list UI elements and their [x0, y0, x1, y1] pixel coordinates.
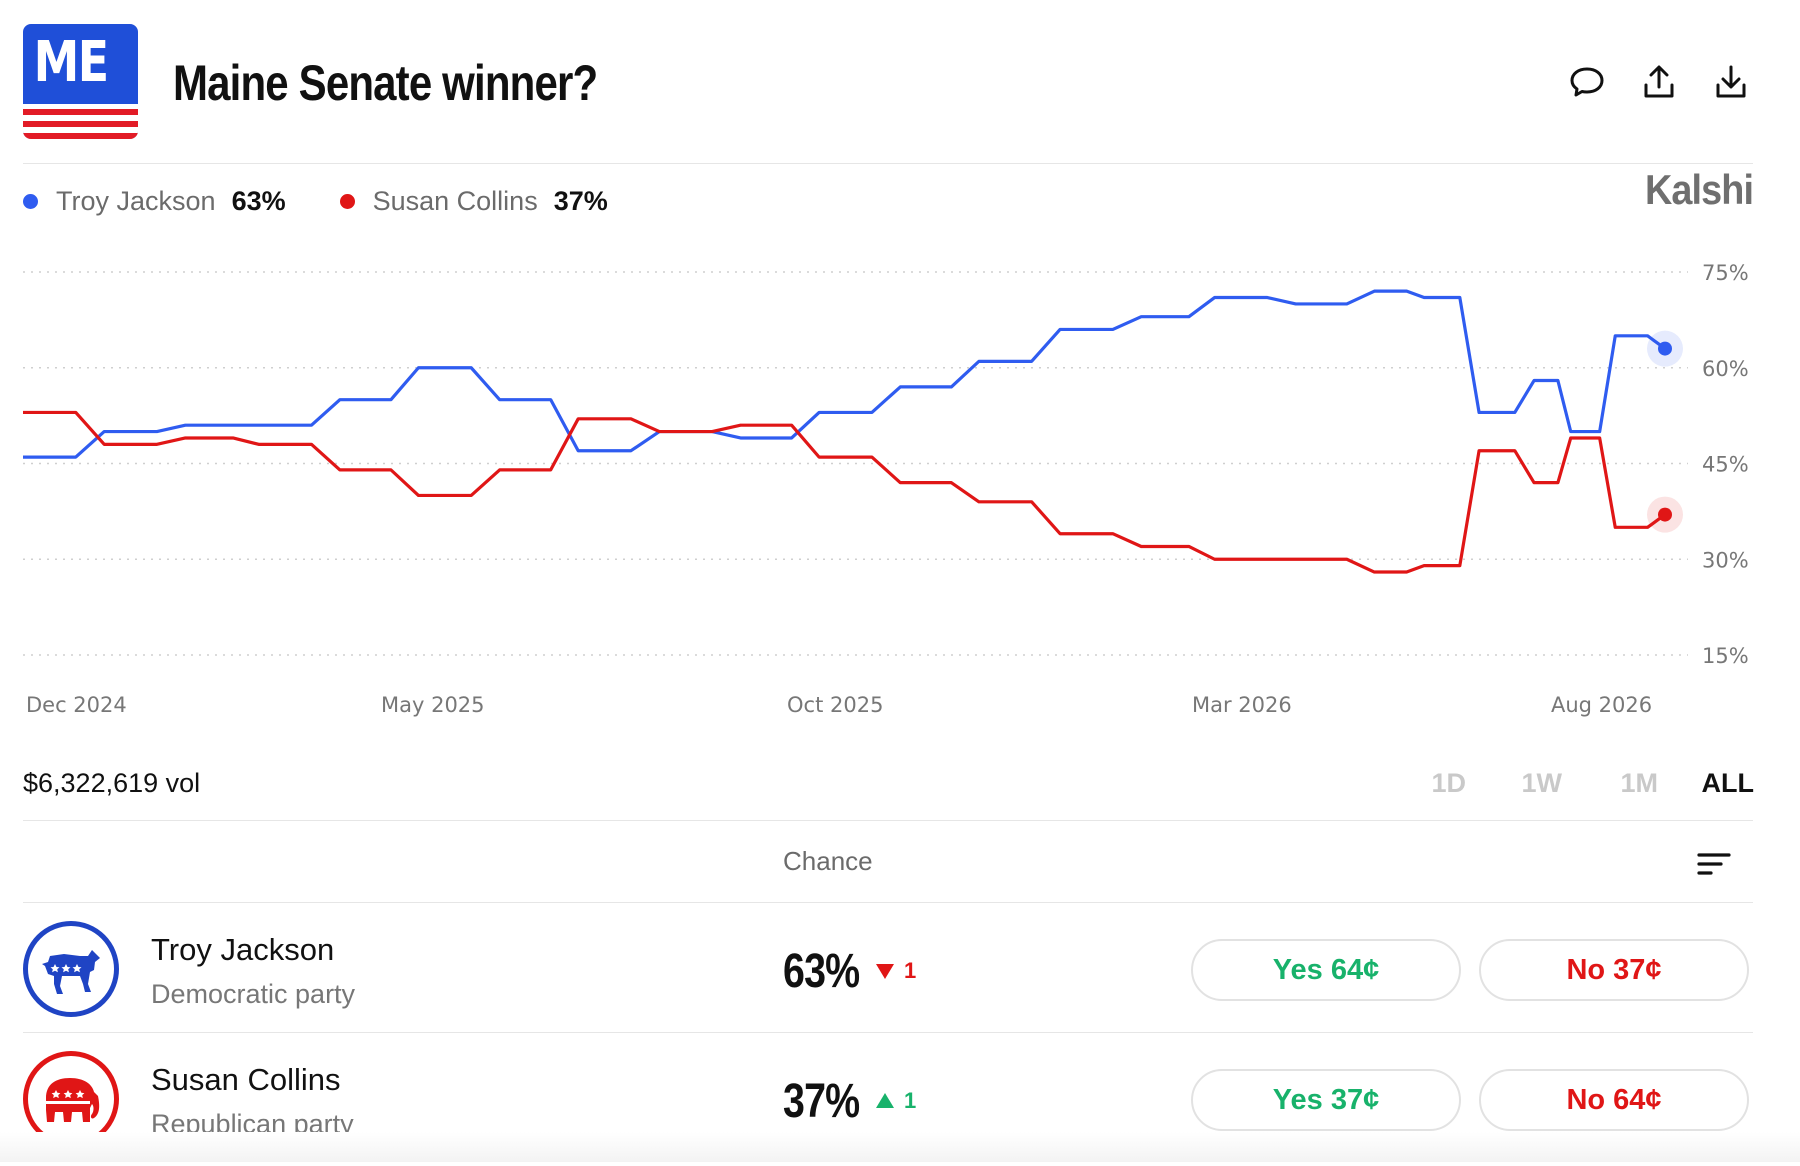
chart-legend: Troy Jackson 63% Susan Collins 37% — [23, 186, 608, 217]
price-chart[interactable]: 75% 60% 45% 30% 15% Dec 2024 May 2025 Oct 2025 M… — [0, 240, 1800, 720]
range-tabs: 1D 1W 1M ALL — [1370, 768, 1754, 799]
range-tab-1w[interactable]: 1W — [1521, 768, 1563, 798]
candidate-party: Democratic party — [151, 979, 356, 1009]
chance-change-value: 1 — [904, 958, 917, 983]
x-tick-label: Mar 2026 — [1192, 693, 1292, 717]
table-divider — [23, 902, 1753, 903]
volume-label: $6,322,619 vol — [23, 768, 201, 798]
legend-item-collins: Susan Collins 37% — [339, 186, 608, 217]
download-icon[interactable] — [1709, 60, 1753, 104]
sort-icon[interactable] — [1694, 846, 1734, 882]
state-abbr: ME — [33, 30, 109, 95]
legend-name: Susan Collins — [372, 186, 538, 216]
x-tick-label: Oct 2025 — [787, 693, 883, 717]
y-tick-label: 30% — [1702, 548, 1749, 572]
buy-no-button[interactable]: No 64¢ — [1479, 1069, 1749, 1131]
page-title: Maine Senate winner? — [173, 55, 598, 111]
bottom-fade — [0, 1132, 1800, 1162]
buy-yes-button[interactable]: Yes 37¢ — [1191, 1069, 1461, 1131]
y-tick-label: 75% — [1702, 261, 1749, 285]
chance-column-header: Chance — [783, 846, 873, 876]
header-actions — [1565, 60, 1753, 104]
chance-change-value: 1 — [904, 1088, 917, 1113]
legend-value: 37% — [553, 186, 608, 216]
legend-value: 63% — [231, 186, 286, 216]
chance-change: 1 — [876, 1088, 916, 1114]
y-tick-label: 45% — [1702, 453, 1749, 477]
range-tab-1m[interactable]: 1M — [1620, 768, 1658, 798]
market-header: ME Maine Senate winner? — [23, 24, 1753, 142]
candidate-chance: 37% — [783, 1075, 860, 1128]
state-flag-logo: ME — [23, 24, 138, 139]
donkey-icon — [23, 921, 119, 1017]
row-divider — [23, 1032, 1753, 1033]
brand-logo: Kalshi — [1644, 166, 1754, 213]
range-tab-1d[interactable]: 1D — [1431, 768, 1466, 798]
candidate-name: Troy Jackson — [151, 932, 335, 967]
buy-no-button[interactable]: No 37¢ — [1479, 939, 1749, 1001]
chance-change: 1 — [876, 958, 916, 984]
share-icon[interactable] — [1637, 60, 1681, 104]
x-tick-label: Aug 2026 — [1551, 693, 1652, 717]
outcomes-header: Chance — [0, 846, 1800, 902]
flag-stripes — [23, 104, 138, 139]
legend-item-jackson: Troy Jackson 63% — [23, 186, 286, 217]
buy-yes-button[interactable]: Yes 64¢ — [1191, 939, 1461, 1001]
last-point-marker[interactable] — [1658, 507, 1672, 522]
range-tab-all[interactable]: ALL — [1701, 768, 1754, 798]
last-point-marker[interactable] — [1658, 341, 1672, 356]
outcome-row-jackson: Troy Jackson Democratic party 63% 1 Yes … — [0, 906, 1800, 1036]
candidate-name: Susan Collins — [151, 1062, 341, 1097]
x-tick-label: May 2025 — [381, 693, 485, 717]
header-divider — [23, 163, 1753, 164]
series-line-collins — [23, 410, 1666, 574]
controls-divider — [23, 820, 1753, 821]
y-tick-label: 60% — [1702, 357, 1749, 381]
legend-name: Troy Jackson — [56, 186, 216, 216]
triangle-up-icon — [876, 1093, 894, 1108]
y-tick-label: 15% — [1702, 644, 1749, 668]
series-line-jackson — [23, 289, 1666, 459]
x-tick-label: Dec 2024 — [26, 693, 127, 717]
legend-dot — [23, 194, 38, 209]
legend-dot — [339, 194, 355, 209]
candidate-chance: 63% — [783, 945, 860, 998]
comment-icon[interactable] — [1565, 60, 1609, 104]
triangle-down-icon — [876, 964, 894, 979]
